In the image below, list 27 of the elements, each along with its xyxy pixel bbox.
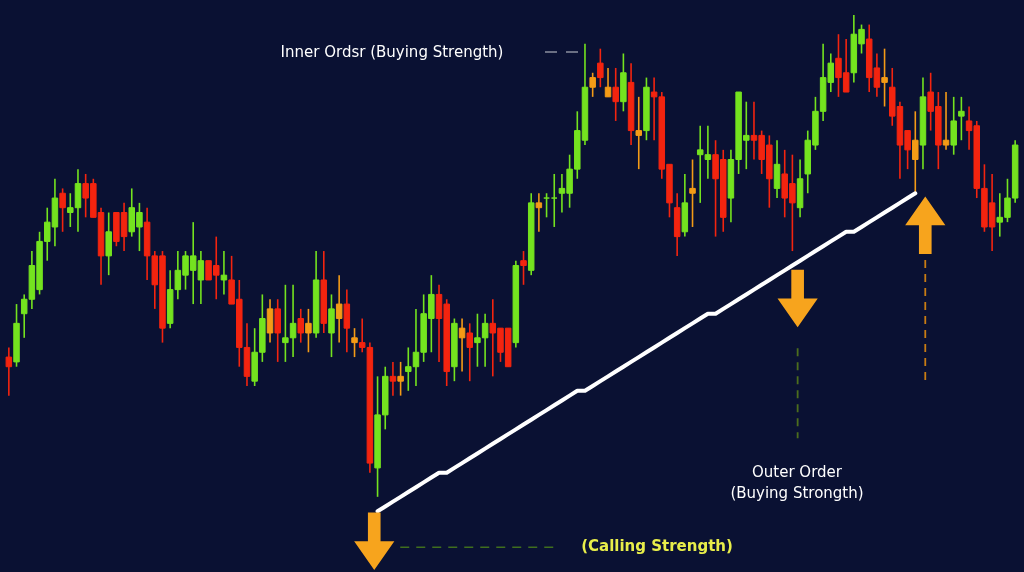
candlestick: [635, 96, 642, 170]
candlestick: [551, 173, 558, 228]
candlestick: [220, 250, 228, 296]
candlestick: [389, 361, 397, 397]
candlestick: [689, 158, 696, 228]
candlestick: [942, 91, 950, 151]
candlestick: [589, 71, 596, 98]
candlestick: [397, 361, 404, 397]
candlestick: [466, 322, 473, 382]
candlestick: [335, 274, 343, 344]
text: (Calling Strength): [581, 537, 733, 555]
candlestick: [5, 346, 13, 397]
candlestick: [597, 47, 604, 89]
candlestick: [535, 192, 543, 233]
candlestick: [612, 67, 619, 122]
candlestick: [604, 67, 612, 98]
annotation: Outer Order: [752, 463, 843, 481]
candlestick: [351, 327, 358, 358]
candlestick: [520, 250, 527, 286]
candlestick: [881, 47, 888, 108]
candlestick: [305, 308, 312, 354]
candlestick: [958, 96, 965, 142]
candlestick: [543, 192, 550, 219]
annotation: (Buying Strongth): [730, 484, 864, 502]
annotation: Inner Ordsr (Buying Strength): [280, 43, 504, 61]
candlestick: [297, 308, 304, 344]
candlestick: [59, 187, 66, 233]
